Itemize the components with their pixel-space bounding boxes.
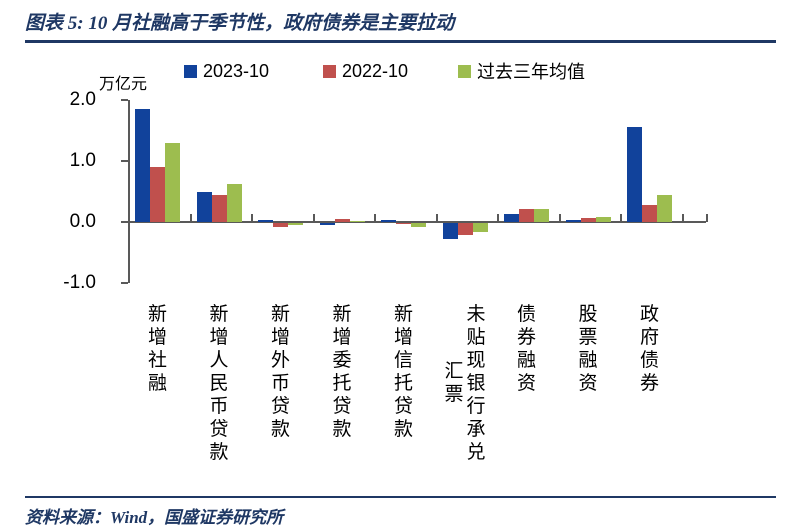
bar-2023-10-新增委托贷款: [319, 223, 335, 226]
x-category-label-column: 股票融资: [578, 304, 598, 394]
legend-swatch-red-icon: [323, 64, 336, 78]
bar-过去三年均值-新增社融: [165, 142, 180, 222]
x-axis-tick: [435, 214, 438, 222]
x-category-label-未贴现银行承兑汇票: 未贴现银行承兑 汇票: [443, 303, 487, 464]
bar-2023-10-新增人民币贷款: [196, 192, 212, 222]
x-axis-tick: [706, 214, 708, 222]
chart-title: 图表 5: 10 月社融高于季节性，政府债券是主要拉动: [25, 13, 455, 34]
y-axis-tick: [121, 282, 128, 284]
bar-过去三年均值-股票融资: [595, 217, 611, 222]
legend-item-2023-10: 2023-10: [184, 60, 270, 81]
bar-过去三年均值-新增外币贷款: [288, 223, 303, 226]
x-category-label-column: 债券融资: [516, 304, 536, 394]
legend-label-2023-10: 2023-10: [203, 60, 270, 81]
y-axis-tick: [121, 160, 128, 162]
bar-2023-10-新增外币贷款: [258, 220, 273, 222]
bar-2022-10-政府债券: [642, 204, 657, 222]
y-tick-label: -1.0: [63, 272, 96, 293]
x-axis-tick: [251, 214, 253, 222]
y-tick-label: 0.0: [69, 211, 96, 232]
x-category-label-column: 汇票: [444, 361, 464, 405]
x-category-label-债券融资: 债券融资: [516, 303, 538, 395]
x-category-label-column: 政府债券: [639, 304, 659, 394]
bar-2023-10-政府债券: [627, 126, 642, 222]
x-category-label-column: 新增信托贷款: [393, 304, 413, 440]
legend-item-3yr-average: 过去三年均值: [458, 62, 585, 82]
bar-2023-10-债券融资: [504, 214, 519, 222]
bar-2022-10-新增外币贷款: [273, 223, 288, 228]
x-axis-tick: [312, 214, 315, 222]
x-category-label-column: 新增外币贷款: [270, 304, 290, 440]
x-category-label-新增外币贷款: 新增外币贷款: [270, 303, 292, 441]
legend-label-3yr-average: 过去三年均值: [477, 62, 585, 82]
bar-过去三年均值-债券融资: [534, 209, 549, 222]
x-category-label-column: 新增委托贷款: [332, 304, 352, 440]
source-note: 资料来源：Wind，国盛证券研究所: [25, 508, 284, 527]
bar-2023-10-新增社融: [135, 109, 150, 222]
x-category-label-政府债券: 政府债券: [639, 303, 661, 395]
x-axis-line: [128, 221, 706, 223]
x-category-label-新增人民币贷款: 新增人民币贷款: [208, 303, 230, 464]
x-category-label-column: 未贴现银行承兑: [466, 304, 486, 463]
bar-2022-10-债券融资: [519, 208, 534, 222]
x-category-label-股票融资: 股票融资: [577, 303, 599, 395]
y-axis-unit-label: 万亿元: [99, 76, 148, 93]
bottom-divider: [25, 496, 776, 498]
bar-过去三年均值-未贴现银行承兑汇票: [472, 223, 488, 232]
x-axis-tick: [189, 214, 192, 222]
x-category-label-新增委托贷款: 新增委托贷款: [331, 303, 353, 441]
bar-2023-10-股票融资: [565, 220, 581, 222]
x-axis-tick: [558, 214, 561, 222]
legend-item-2022-10: 2022-10: [323, 60, 409, 81]
bar-2022-10-未贴现银行承兑汇票: [457, 223, 473, 235]
bar-2022-10-股票融资: [580, 218, 596, 222]
bar-2022-10-新增人民币贷款: [211, 195, 227, 222]
x-category-label-column: 新增社融: [147, 304, 167, 394]
x-category-label-新增社融: 新增社融: [147, 303, 169, 395]
legend-swatch-green-icon: [458, 64, 471, 78]
bar-过去三年均值-政府债券: [657, 195, 672, 222]
bar-2022-10-新增社融: [150, 167, 165, 222]
x-axis-tick: [374, 214, 376, 222]
y-axis-tick: [121, 99, 128, 101]
bar-2022-10-新增信托贷款: [396, 223, 411, 224]
bar-过去三年均值-新增信托贷款: [411, 223, 426, 228]
bar-2023-10-新增信托贷款: [381, 219, 396, 222]
bar-过去三年均值-新增人民币贷款: [226, 184, 242, 222]
x-category-label-新增信托贷款: 新增信托贷款: [393, 303, 415, 441]
title-divider: [25, 40, 776, 43]
x-axis-tick: [497, 214, 499, 222]
bar-过去三年均值-新增委托贷款: [349, 221, 365, 222]
bar-2023-10-未贴现银行承兑汇票: [442, 223, 458, 239]
y-tick-label: 2.0: [69, 89, 96, 110]
legend-swatch-blue-icon: [184, 64, 197, 78]
bar-2022-10-新增委托贷款: [334, 218, 350, 222]
x-category-label-column: 新增人民币贷款: [209, 304, 229, 463]
legend-label-2022-10: 2022-10: [342, 60, 409, 81]
y-axis-line: [128, 100, 130, 283]
y-tick-label: 1.0: [69, 150, 96, 171]
x-axis-tick: [681, 214, 684, 222]
x-axis-tick: [620, 214, 622, 222]
y-axis-tick: [121, 221, 128, 223]
